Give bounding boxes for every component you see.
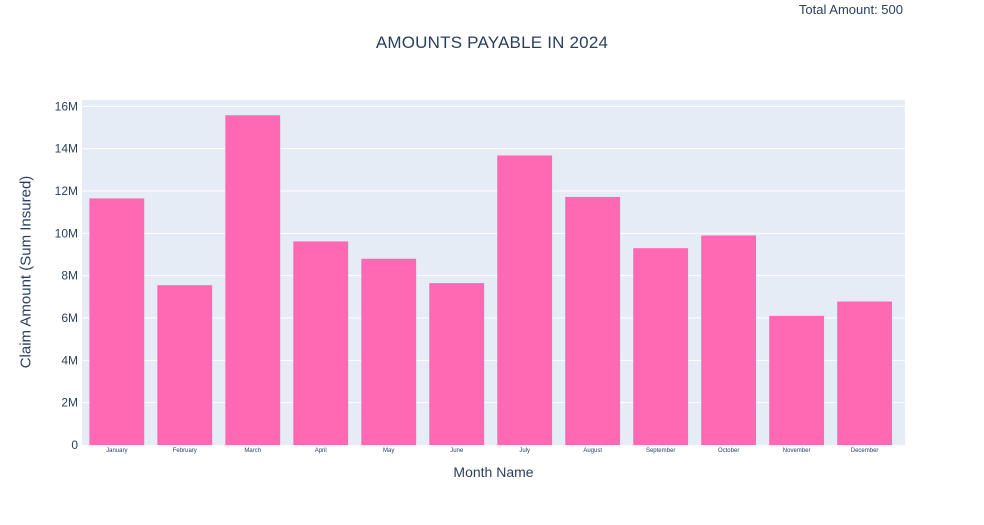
x-tick-label: March [244,448,261,454]
x-tick-label: November [783,448,811,454]
plot-area [82,100,905,445]
x-axis-label: Month Name [453,464,534,480]
y-tick-label: 2M [61,396,78,410]
y-axis-label: Claim Amount (Sum Insured) [17,175,35,369]
y-tick-label: 14M [55,142,78,156]
y-tick-label: 16M [55,99,78,113]
chart-title: AMOUNTS PAYABLE IN 2024 [375,33,609,52]
x-tick-label: April [315,448,327,454]
x-tick-label: July [519,448,530,454]
bar [157,285,213,445]
total-amount-annotation: Total Amount: 500 [798,2,903,17]
x-tick-label: August [583,448,602,454]
bar [293,241,349,445]
x-tick-label: December [851,448,879,454]
x-tick-label: October [718,448,739,454]
y-tick-label: 8M [61,269,78,283]
bar [769,315,825,445]
bar [89,198,145,445]
bar [429,283,485,445]
x-tick-label: September [646,448,675,454]
bar [633,248,689,445]
y-tick-label: 4M [61,353,78,367]
bar [837,301,893,445]
bar [701,235,757,445]
x-tick-label: May [383,448,394,454]
bar [497,155,553,446]
y-tick-label: 6M [61,311,78,325]
y-tick-label: 0 [71,438,78,452]
y-tick-label: 12M [55,184,78,198]
x-tick-label: February [173,448,197,454]
x-tick-label: June [450,448,464,454]
bar [225,115,281,446]
y-tick-label: 10M [55,226,78,240]
x-tick-label: January [106,448,127,454]
bar [565,196,621,445]
bar [361,258,417,445]
